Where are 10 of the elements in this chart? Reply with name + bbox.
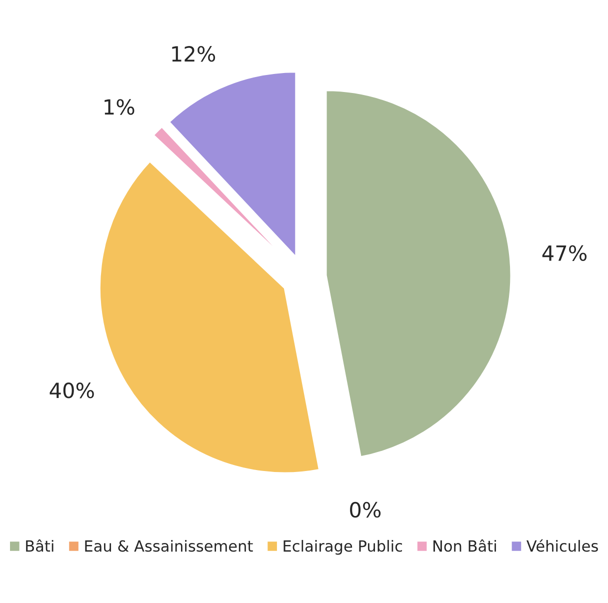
data-label: 1% [104,99,134,115]
text: 0% [350,502,381,518]
data-label: 47% [542,245,587,261]
data-label: 40% [50,382,94,398]
legend-label: Non Bâti [433,539,496,552]
legend-label: Eclairage Public [284,540,402,555]
legend-label: Eau & Assainissement [85,540,253,552]
data-label: 12% [172,46,216,62]
legend-label: Bâti [26,539,54,552]
legend-label: Véhicules [526,539,598,552]
